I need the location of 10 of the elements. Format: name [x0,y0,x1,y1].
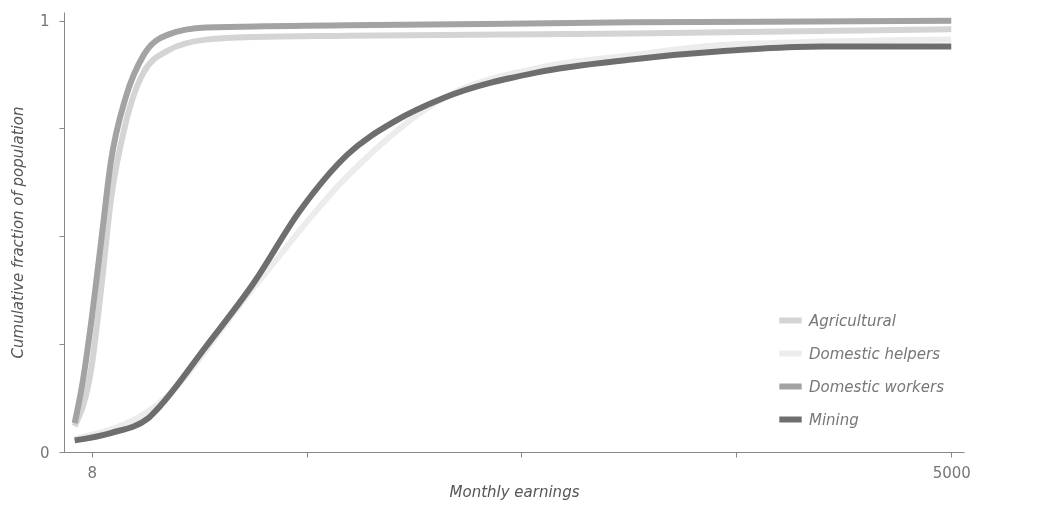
x-axis-title: Monthly earnings [449,482,580,501]
x-tick-label: 8 [87,463,97,482]
legend-label: Domestic workers [809,377,945,396]
y-tick-label: 1 [39,12,50,31]
legend-label: Domestic helpers [809,344,941,363]
y-axis-title: Cumulative fraction of population [8,106,27,359]
y-tick-label: 0 [39,443,50,462]
x-tick-label: 5000 [932,463,971,482]
legend-label: Agricultural [808,311,897,330]
legend-label: Mining [809,410,859,429]
